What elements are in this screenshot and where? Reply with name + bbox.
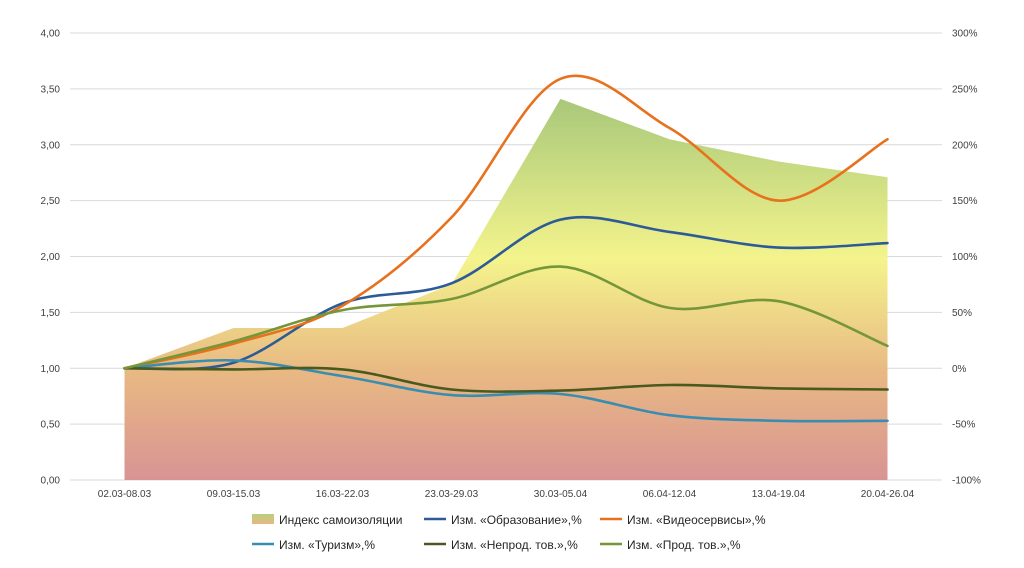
x-axis: 02.03-08.03 09.03-15.03 16.03-22.03 23.03-2…	[98, 489, 915, 500]
legend-label: Изм. «Видеосервисы»,%	[627, 513, 766, 527]
left-tick-label: 2,50	[41, 196, 61, 207]
left-tick-label: 4,00	[41, 29, 61, 40]
right-tick-label: 50%	[952, 308, 972, 319]
left-tick-label: 2,00	[41, 252, 61, 263]
series-line-3	[123, 366, 889, 393]
left-tick-label: 3,00	[41, 140, 61, 151]
series-line-0	[123, 215, 889, 371]
right-tick-label: 0%	[952, 364, 967, 375]
right-axis: -100% -50% 0% 50% 100% 150% 200% 250% 300%	[952, 29, 981, 487]
x-tick-label: 30.03-05.04	[534, 489, 588, 500]
x-tick-label: 16.03-22.03	[316, 489, 370, 500]
legend-label: Индекс самоизоляции	[279, 513, 403, 527]
line-layer	[123, 74, 889, 423]
series-line-4	[123, 265, 889, 370]
legend: Индекс самоизоляции Изм. «Образование»,% И…	[252, 513, 766, 552]
legend-label: Изм. «Прод. тов.»,%	[627, 538, 741, 552]
x-tick-label: 09.03-15.03	[207, 489, 261, 500]
x-tick-label: 20.04-26.04	[861, 489, 915, 500]
series-line-2	[123, 358, 889, 423]
right-tick-label: 150%	[952, 196, 978, 207]
right-tick-label: -50%	[952, 420, 975, 431]
area-layer	[124, 98, 888, 481]
x-tick-label: 06.04-12.04	[643, 489, 697, 500]
left-tick-label: 0,00	[41, 476, 61, 487]
legend-label: Изм. «Образование»,%	[451, 513, 582, 527]
x-tick-label: 02.03-08.03	[98, 489, 152, 500]
left-tick-label: 1,50	[41, 308, 61, 319]
left-tick-label: 0,50	[41, 420, 61, 431]
area-self-isolation-index	[124, 98, 888, 481]
right-tick-label: 250%	[952, 84, 978, 95]
legend-swatch-area	[252, 514, 274, 524]
series-line-1	[123, 74, 889, 370]
x-tick-label: 23.03-29.03	[425, 489, 479, 500]
right-tick-label: 200%	[952, 140, 978, 151]
right-tick-label: -100%	[952, 476, 981, 487]
x-tick-label: 13.04-19.04	[752, 489, 806, 500]
legend-label: Изм. «Непрод. тов.»,%	[451, 538, 578, 552]
right-tick-label: 300%	[952, 29, 978, 40]
left-tick-label: 1,00	[41, 364, 61, 375]
legend-label: Изм. «Туризм»,%	[279, 538, 375, 552]
right-tick-label: 100%	[952, 252, 978, 263]
left-axis: 0,00 0,50 1,00 1,50 2,00 2,50 3,00 3,50 4,00	[41, 29, 61, 487]
left-tick-label: 3,50	[41, 84, 61, 95]
